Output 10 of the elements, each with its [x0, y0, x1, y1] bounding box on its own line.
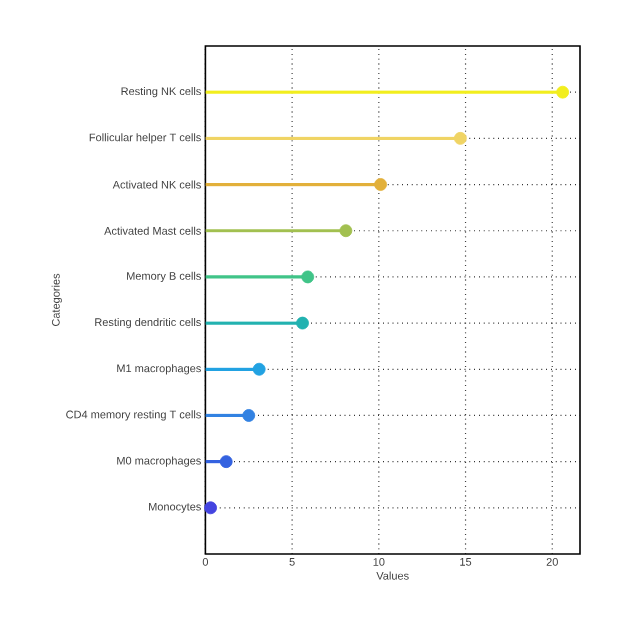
point [301, 270, 315, 284]
point [374, 178, 387, 191]
point [204, 501, 217, 515]
point [453, 131, 467, 145]
point [556, 85, 570, 99]
point [296, 316, 309, 330]
point [242, 409, 256, 422]
point [219, 455, 233, 469]
point [252, 362, 266, 376]
point [339, 224, 353, 238]
